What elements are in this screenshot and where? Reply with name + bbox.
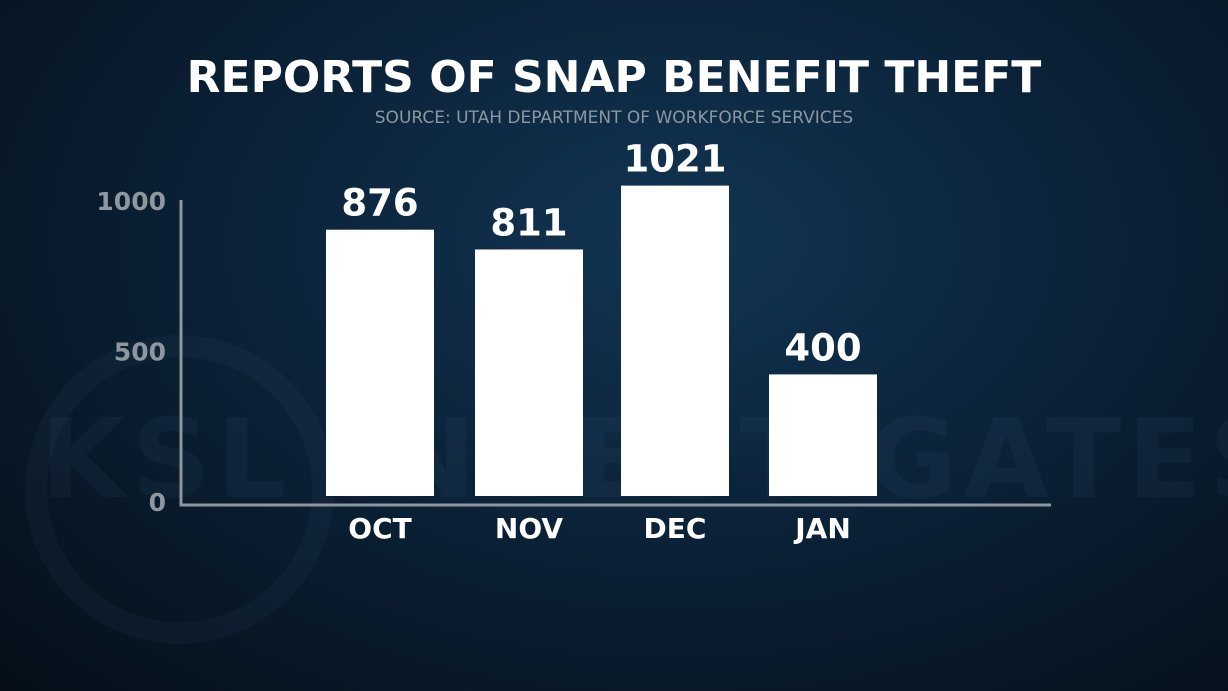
chart-title: REPORTS OF SNAP BENEFIT THEFT — [186, 52, 1042, 103]
chart-source: SOURCE: UTAH DEPARTMENT OF WORKFORCE SER… — [374, 108, 854, 128]
x-tick-label: OCT — [348, 512, 411, 545]
x-tick-label: NOV — [495, 512, 563, 545]
bar-jan — [769, 374, 877, 496]
data-label: 876 — [341, 182, 418, 225]
y-tick-label: 1000 — [96, 187, 166, 216]
bar-oct — [326, 229, 434, 497]
bar-nov — [475, 249, 583, 496]
data-label: 811 — [490, 201, 567, 244]
y-tick-label: 0 — [149, 488, 166, 517]
bar-dec — [621, 185, 729, 496]
data-label: 400 — [784, 326, 861, 369]
x-tick-label: DEC — [644, 512, 707, 545]
y-tick-label: 500 — [114, 338, 166, 367]
data-label: 1021 — [624, 138, 727, 181]
x-tick-label: JAN — [793, 512, 851, 545]
